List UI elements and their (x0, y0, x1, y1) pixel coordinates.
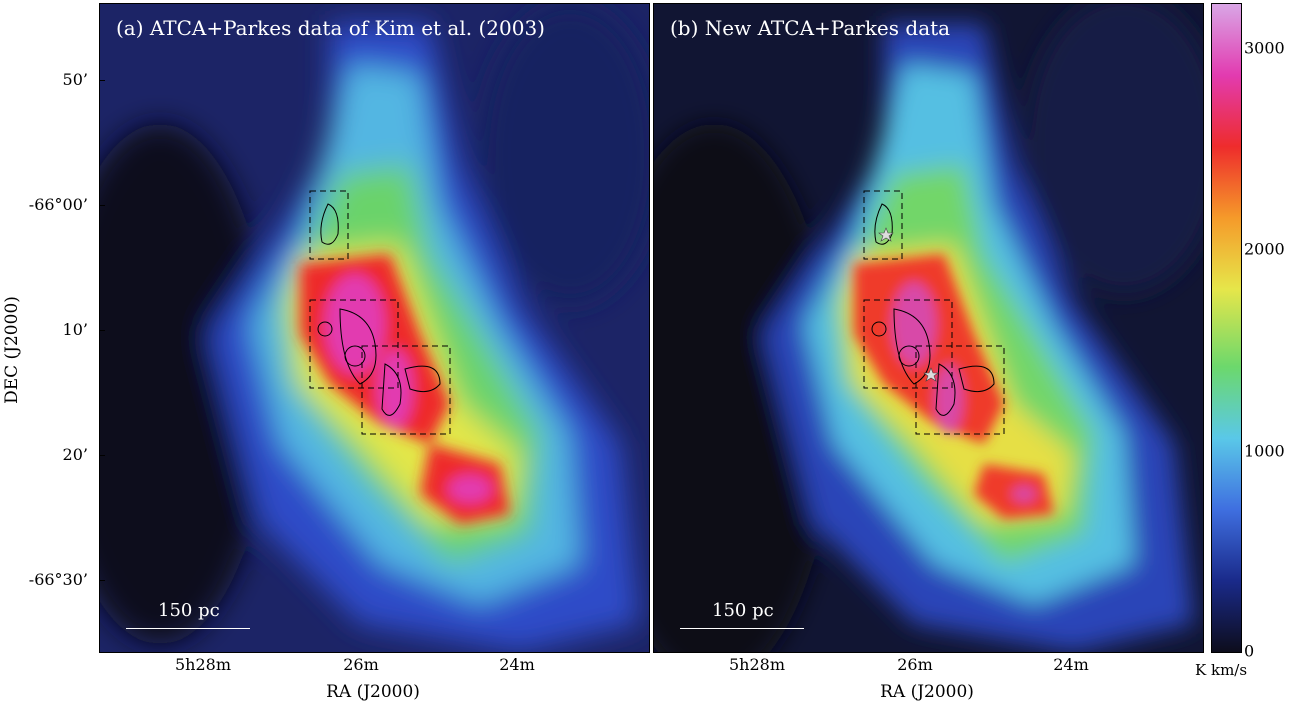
colorbar-tick-label: 1000 (1244, 441, 1285, 461)
x-axis-label-a: RA (J2000) (326, 682, 420, 702)
ytick-label: 50’ (62, 70, 88, 89)
co-intensity-map-a (100, 4, 649, 652)
scale-bar-a (126, 628, 250, 629)
ytick-mark (99, 330, 105, 331)
colorbar-tick-label: 2000 (1244, 239, 1285, 259)
xtick-label: 24m (499, 655, 535, 674)
ytick-label: -66°30’ (28, 570, 88, 589)
xtick-label: 24m (1053, 655, 1089, 674)
map-panel-a: (a) ATCA+Parkes data of Kim et al. (2003… (99, 3, 650, 653)
ytick-mark (99, 205, 105, 206)
xtick-label: 5h28m (728, 655, 786, 674)
ytick-mark (99, 580, 105, 581)
colorbar-unit: K km/s (1195, 661, 1248, 679)
scale-label-b: 150 pc (712, 600, 774, 621)
ytick-mark (99, 80, 105, 81)
panel-b-title: (b) New ATCA+Parkes data (670, 16, 951, 40)
x-axis-label-b: RA (J2000) (880, 682, 974, 702)
ytick-mark (99, 455, 105, 456)
xtick-label: 26m (897, 655, 933, 674)
map-panel-b: (b) New ATCA+Parkes data 150 pc (653, 3, 1204, 653)
co-intensity-map-b (654, 4, 1203, 652)
colorbar-tick-label: 3000 (1244, 38, 1285, 58)
panel-a-title: (a) ATCA+Parkes data of Kim et al. (2003… (116, 16, 545, 40)
xtick-label: 26m (343, 655, 379, 674)
scale-bar-b (680, 628, 804, 629)
ytick-label: -66°00’ (28, 195, 88, 214)
scale-label-a: 150 pc (158, 600, 220, 621)
ytick-label: 20’ (62, 445, 88, 464)
ytick-label: 10’ (62, 320, 88, 339)
xtick-label: 5h28m (174, 655, 232, 674)
colorbar-tick-label: 0 (1244, 641, 1255, 661)
y-axis-label: DEC (J2000) (2, 296, 22, 404)
colorbar (1211, 3, 1242, 653)
